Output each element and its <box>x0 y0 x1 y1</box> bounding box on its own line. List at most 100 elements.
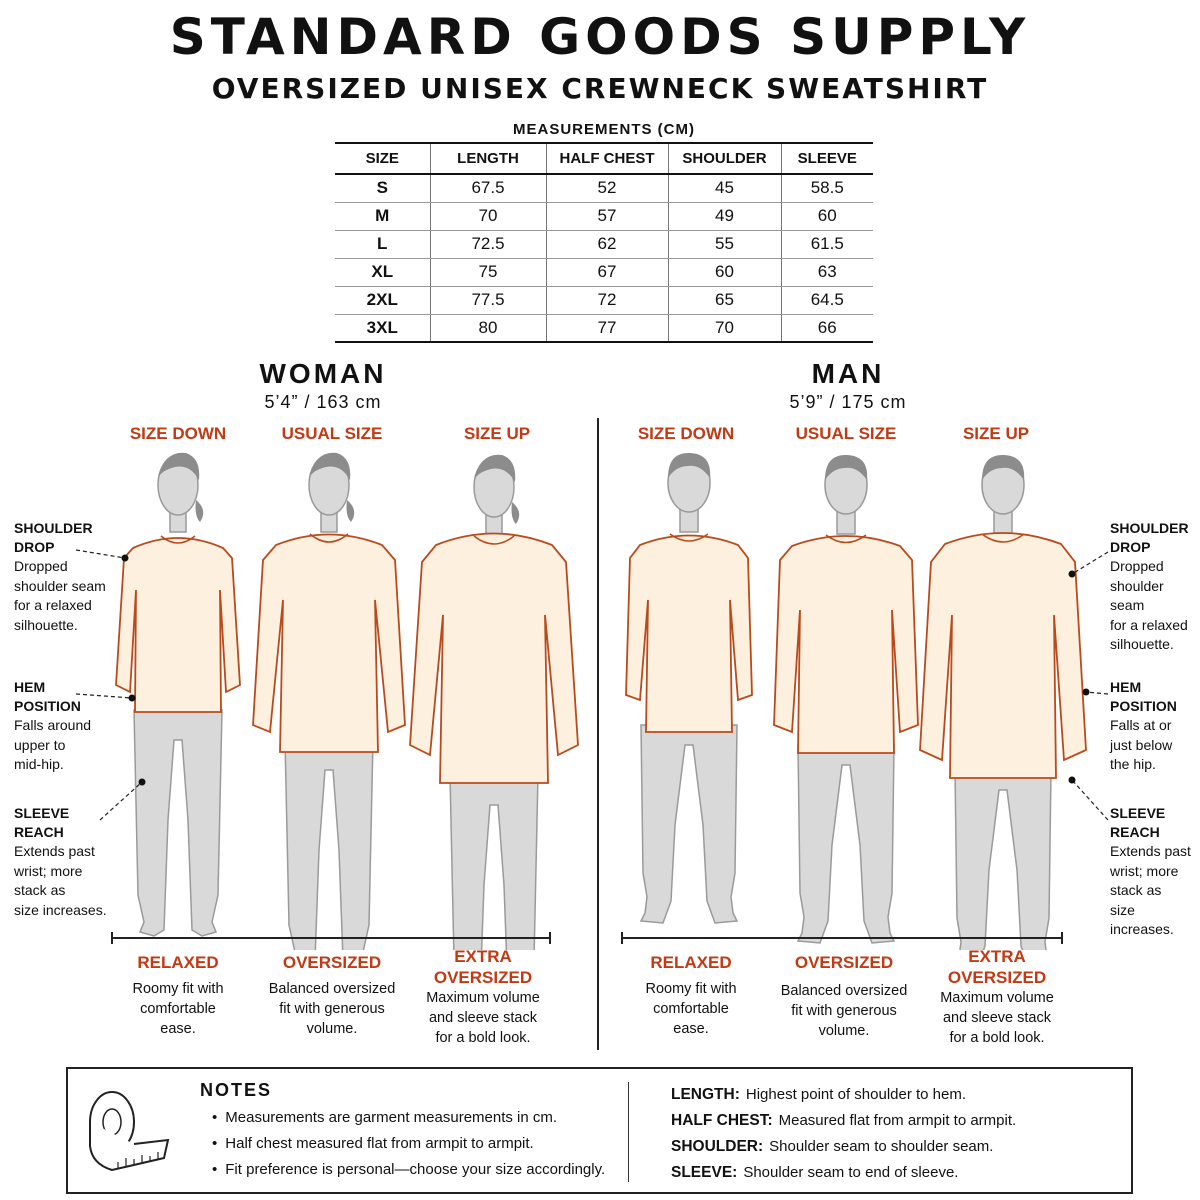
man-fit-extra-oversized: EXTRA OVERSIZED Maximum volume and sleev… <box>912 946 1082 1048</box>
table-cell: 52 <box>545 174 668 203</box>
callout-text: silhouette. <box>14 616 78 633</box>
fit-desc: Maximum volume <box>426 990 540 1006</box>
callout-head: HEM <box>14 679 46 695</box>
definition-text: Shoulder seam to end of sleeve. <box>743 1164 959 1181</box>
callout-left-shoulder: SHOULDER DROP Dropped shoulder seam for … <box>14 519 124 635</box>
woman-usual-size-figure <box>252 452 406 950</box>
man-size-down-figure <box>625 452 753 924</box>
definition-text: Shoulder seam to shoulder seam. <box>769 1138 994 1155</box>
definition-term: LENGTH: <box>671 1086 740 1103</box>
size-cell: 3XL <box>335 314 430 343</box>
callout-text: upper to <box>14 736 66 753</box>
table-cell: 70 <box>667 314 781 343</box>
man-height: 5’9” / 175 cm <box>789 392 907 412</box>
man-fit-oversized: OVERSIZED Balanced oversized fit with ge… <box>759 952 929 1041</box>
definition-row: SHOULDER: Shoulder seam to shoulder seam. <box>671 1134 1016 1160</box>
figures-illustration <box>75 452 1109 950</box>
fit-desc: for a bold look. <box>435 1030 531 1046</box>
man-usual-size-figure <box>773 454 919 944</box>
definitions-list: LENGTH: Highest point of shoulder to hem.… <box>671 1082 1016 1186</box>
fit-desc: ease. <box>160 1021 196 1037</box>
size-cell: L <box>335 230 430 259</box>
table-cell: 64.5 <box>780 286 873 315</box>
table-row: 2XL 77.5 72 65 64.5 <box>335 286 873 315</box>
man-size-up-figure <box>919 454 1087 950</box>
table-cell: 75 <box>429 258 546 287</box>
callout-text: shoulder seam <box>14 577 106 594</box>
fit-desc: Balanced oversized <box>780 983 908 999</box>
callout-head: SLEEVE <box>1110 805 1166 821</box>
fit-desc: fit with generous <box>791 1003 897 1019</box>
table-cell: 65 <box>667 286 781 315</box>
woman-title: WOMAN <box>259 358 387 389</box>
table-cell: 80 <box>429 314 546 343</box>
fit-desc: fit with generous <box>279 1001 385 1017</box>
definition-term: SHOULDER: <box>671 1138 764 1155</box>
callout-left-sleeve: SLEEVE REACH Extends past wrist; more st… <box>14 804 124 920</box>
fit-name: OVERSIZED <box>794 953 894 972</box>
woman-size-up-figure <box>409 454 579 950</box>
definition-text: Measured flat from armpit to armpit. <box>778 1112 1017 1129</box>
table-header-row: SIZE LENGTH HALF CHEST SHOULDER SLEEVE <box>335 143 873 175</box>
woman-size-up-label: SIZE UP <box>463 424 531 443</box>
size-cell: M <box>335 202 430 231</box>
column-header: LENGTH <box>429 143 546 175</box>
table-cell: 58.5 <box>780 174 873 203</box>
fit-desc: and sleeve stack <box>428 1010 537 1026</box>
woman-usual-size-label: USUAL SIZE <box>281 424 383 443</box>
measurements-title: MEASUREMENTS (CM) <box>513 121 695 138</box>
man-fit-relaxed: RELAXED Roomy fit with comfortable ease. <box>606 952 776 1039</box>
callout-text: stack as <box>1110 882 1162 898</box>
fit-desc: for a bold look. <box>949 1030 1045 1046</box>
callout-head: DROP <box>1110 539 1151 555</box>
woman-fit-relaxed: RELAXED Roomy fit with comfortable ease. <box>93 952 263 1039</box>
woman-size-down-figure <box>115 452 241 937</box>
callout-text: just below <box>1110 736 1173 753</box>
woman-fit-oversized: OVERSIZED Balanced oversized fit with ge… <box>247 952 417 1039</box>
callout-head: SHOULDER <box>1110 520 1189 536</box>
callout-text: wrist; more <box>14 862 83 879</box>
callout-text: shoulder seam <box>1110 577 1164 614</box>
fit-desc: Maximum volume <box>940 990 1054 1006</box>
table-cell: 66 <box>780 314 873 343</box>
callout-text: size increases. <box>14 901 107 918</box>
fit-desc: volume. <box>818 1023 870 1039</box>
fit-desc: Balanced oversized <box>268 981 396 997</box>
definition-row: HALF CHEST: Measured flat from armpit to … <box>671 1108 1016 1134</box>
table-cell: 57 <box>545 202 668 231</box>
column-header: SLEEVE <box>780 143 873 175</box>
table-cell: 72 <box>545 286 668 315</box>
man-size-down-label: SIZE DOWN <box>637 424 735 443</box>
fit-name: EXTRA <box>454 947 512 966</box>
callout-text: Extends past <box>14 843 95 859</box>
table-cell: 61.5 <box>780 230 873 259</box>
callout-text: Dropped <box>14 558 68 574</box>
fit-name: RELAXED <box>137 953 219 972</box>
callout-head: POSITION <box>1110 698 1177 714</box>
callout-text: Dropped <box>1110 558 1164 574</box>
fit-name: OVERSIZED <box>433 968 533 987</box>
callout-left-hem: HEM POSITION Falls around upper to mid-h… <box>14 678 124 775</box>
callout-right-hem: HEM POSITION Falls at or just below the … <box>1110 678 1200 775</box>
callout-text: Falls at or <box>1110 717 1172 733</box>
man-usual-size-label: USUAL SIZE <box>795 424 897 443</box>
callout-text: for a relaxed <box>14 597 92 613</box>
table-cell: 55 <box>667 230 781 259</box>
list-item: Half chest measured flat from armpit to … <box>212 1131 605 1157</box>
callout-text: for a relaxed <box>1110 616 1188 633</box>
notes-panel <box>66 1067 1133 1194</box>
table-row: XL 75 67 60 63 <box>335 258 873 287</box>
notes-title: NOTES <box>200 1080 273 1100</box>
list-item: Measurements are garment measurements in… <box>212 1105 605 1131</box>
brand-title: STANDARD GOODS SUPPLY <box>169 8 1031 66</box>
callout-head: DROP <box>14 539 55 555</box>
definition-row: LENGTH: Highest point of shoulder to hem. <box>671 1082 1016 1108</box>
callout-head: SLEEVE <box>14 805 70 821</box>
table-row: L 72.5 62 55 61.5 <box>335 230 873 259</box>
fit-desc: Roomy fit with <box>645 981 737 997</box>
notes-list: Measurements are garment measurements in… <box>212 1105 605 1183</box>
measuring-tape-icon <box>89 1091 170 1172</box>
table-cell: 49 <box>667 202 781 231</box>
callout-right-sleeve: SLEEVE REACH Extends past wrist; more st… <box>1110 804 1200 940</box>
definition-term: HALF CHEST: <box>671 1112 773 1129</box>
